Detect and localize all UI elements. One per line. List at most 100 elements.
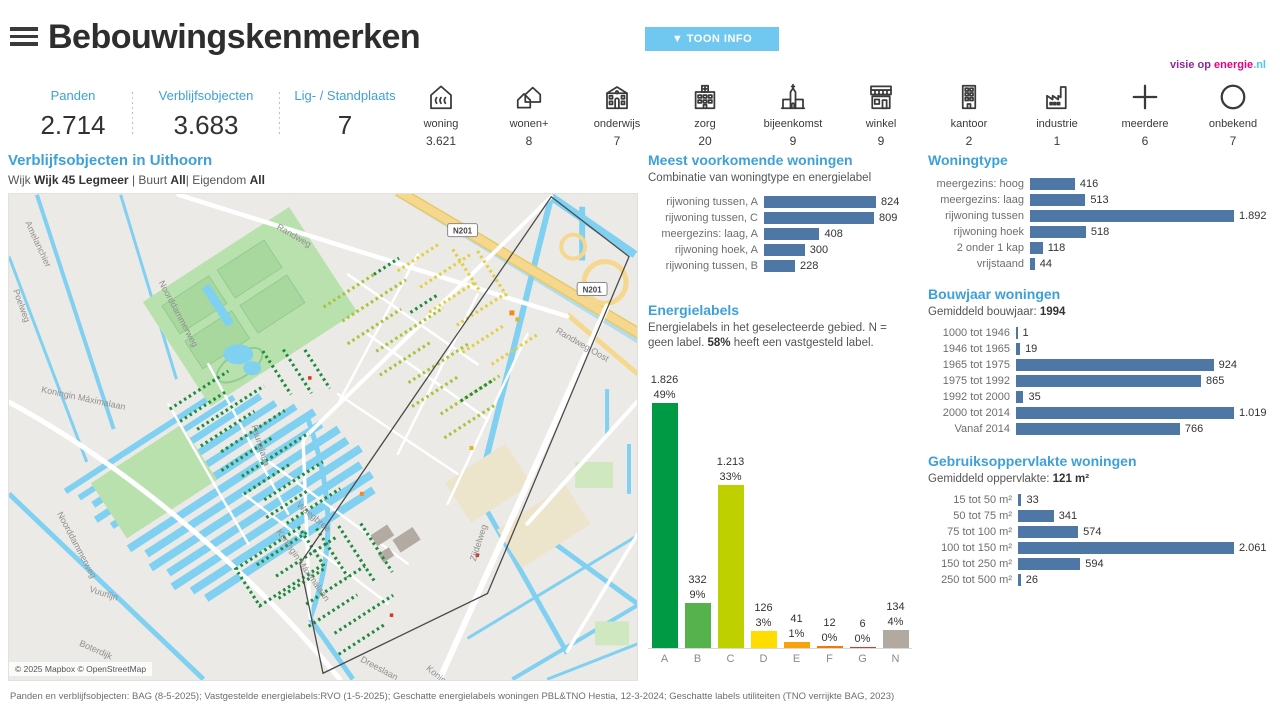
- energy-bar[interactable]: [882, 630, 909, 648]
- category-woning[interactable]: woning 3.621: [398, 82, 484, 148]
- road-number-badge: N201: [576, 281, 608, 296]
- bar-category-label: 100 tot 150 m²: [941, 542, 1012, 554]
- bar-track: 33: [1018, 494, 1272, 506]
- energy-bar[interactable]: [783, 642, 810, 648]
- bar[interactable]: [764, 196, 876, 208]
- category-label: kantoor: [950, 118, 988, 130]
- energy-bar[interactable]: [816, 646, 843, 648]
- kpi-verblijfsobjecten: Verblijfsobjecten 3.683: [133, 88, 279, 141]
- bar[interactable]: [1016, 375, 1202, 387]
- plus-icon: [1132, 84, 1158, 110]
- bar-value: 574: [1083, 526, 1102, 538]
- church-icon: [780, 83, 806, 110]
- category-value: 2: [965, 134, 973, 148]
- energy-column: 1.213 33%: [714, 455, 747, 648]
- bar[interactable]: [1030, 226, 1086, 238]
- energy-column: 41 1%: [780, 612, 813, 648]
- bar-value: 766: [1184, 423, 1204, 435]
- bar-track: 341: [1018, 510, 1272, 522]
- bar-track: 408: [764, 228, 914, 240]
- bar[interactable]: [1018, 510, 1054, 522]
- bar-row: 1946 tot 1965 19: [928, 341, 1272, 357]
- bar[interactable]: [1030, 258, 1035, 270]
- bar[interactable]: [1016, 407, 1234, 419]
- energy-axis-letter: G: [858, 653, 867, 665]
- visie-op-energie-logo[interactable]: visie op energie.nl: [1169, 59, 1266, 71]
- category-zorg[interactable]: zorg 20: [662, 82, 748, 148]
- energy-bar[interactable]: [750, 631, 777, 648]
- bar-row: 2000 tot 2014 1.019: [928, 405, 1272, 421]
- bar[interactable]: [1016, 343, 1021, 355]
- bar-value: 33: [1026, 494, 1039, 506]
- menu-icon[interactable]: [10, 27, 38, 50]
- energy-bar[interactable]: [651, 403, 678, 648]
- bar[interactable]: [1016, 391, 1024, 403]
- bar-track: 865: [1016, 375, 1272, 387]
- map-attribution[interactable]: © 2025 Mapbox © OpenStreetMap: [9, 662, 153, 676]
- circle-icon: [1220, 84, 1246, 110]
- bar[interactable]: [1018, 542, 1234, 554]
- energy-axis-letter: N: [891, 653, 900, 665]
- bar-row: rijwoning hoek 518: [928, 224, 1272, 240]
- category-wonen-plus[interactable]: wonen+ 8: [486, 82, 572, 148]
- category-meerdere[interactable]: meerdere 6: [1102, 82, 1188, 148]
- map[interactable]: N201 N201 Randweg Randweg Oost Zijdelweg Noo…: [6, 186, 647, 689]
- energy-bar[interactable]: [717, 485, 744, 648]
- bar-row: meergezins: hoog 416: [928, 176, 1272, 192]
- kpi-label: Panden: [50, 88, 96, 103]
- oppervlakte-chart: 15 tot 50 m² 33 50 tot 75 m² 341 75 tot 100 …: [928, 492, 1272, 588]
- bar-value: 341: [1058, 510, 1078, 522]
- bar[interactable]: [1030, 210, 1234, 222]
- chart-title-bouwjaar: Bouwjaar woningen: [928, 286, 1061, 302]
- bar-value: 513: [1090, 194, 1109, 206]
- bouwjaar-chart: 1000 tot 1946 1 1946 tot 1965 19 1965 tot 19…: [928, 325, 1272, 437]
- category-onbekend[interactable]: onbekend 7: [1190, 82, 1276, 148]
- category-bijeenkomst[interactable]: bijeenkomst 9: [750, 82, 836, 148]
- bar-value: 2.061: [1239, 542, 1267, 554]
- category-kantoor[interactable]: kantoor 2: [926, 82, 1012, 148]
- bar-row: rijwoning tussen, C 809: [648, 210, 914, 226]
- energy-bar[interactable]: [684, 603, 711, 648]
- energy-percent: 4%: [887, 616, 904, 628]
- energy-bar[interactable]: [849, 647, 876, 648]
- bar[interactable]: [764, 260, 795, 272]
- bar[interactable]: [1016, 423, 1180, 435]
- bar[interactable]: [1030, 178, 1075, 190]
- category-value: 9: [789, 134, 797, 148]
- energy-axis-letter: E: [792, 653, 801, 665]
- category-value: 1: [1053, 134, 1061, 148]
- kpi-label: Verblijfsobjecten: [158, 88, 254, 103]
- bar-track: 44: [1030, 258, 1272, 270]
- bar[interactable]: [1030, 242, 1043, 254]
- bar-row: 1965 tot 1975 924: [928, 357, 1272, 373]
- kpi-separator: [132, 92, 133, 136]
- bar[interactable]: [1016, 327, 1018, 339]
- bar[interactable]: [1018, 494, 1022, 506]
- bar[interactable]: [764, 212, 874, 224]
- bar[interactable]: [1018, 526, 1079, 538]
- energy-percent: 0%: [854, 633, 871, 645]
- chart-title-energielabels: Energielabels: [648, 302, 740, 318]
- bar-category-label: vrijstaand: [976, 258, 1024, 270]
- category-winkel[interactable]: winkel 9: [838, 82, 924, 148]
- bar[interactable]: [764, 244, 805, 256]
- bar-track: 1.019: [1016, 407, 1272, 419]
- energy-bars: 1.826 49% 332 9% 1.213 33% 126 3% 41 1% 12 0% 6 0% 134…: [648, 367, 912, 649]
- bar[interactable]: [1016, 359, 1214, 371]
- category-industrie[interactable]: industrie 1: [1014, 82, 1100, 148]
- category-onderwijs[interactable]: onderwijs 7: [574, 82, 660, 148]
- toon-info-button[interactable]: ▼ TOON INFO: [645, 27, 779, 51]
- bar-track: 518: [1030, 226, 1272, 238]
- bar[interactable]: [1018, 558, 1081, 570]
- chart-title-oppervlakte: Gebruiksoppervlakte woningen: [928, 453, 1137, 469]
- bar-value: 416: [1079, 178, 1099, 190]
- bar[interactable]: [1018, 574, 1021, 586]
- bar[interactable]: [764, 228, 820, 240]
- energy-percent: 3%: [755, 617, 772, 629]
- bar-category-label: rijwoning hoek, A: [674, 244, 758, 256]
- bar[interactable]: [1030, 194, 1086, 206]
- energy-percent: 9%: [689, 589, 706, 601]
- bar-track: 513: [1030, 194, 1272, 206]
- houses-icon: [516, 86, 542, 109]
